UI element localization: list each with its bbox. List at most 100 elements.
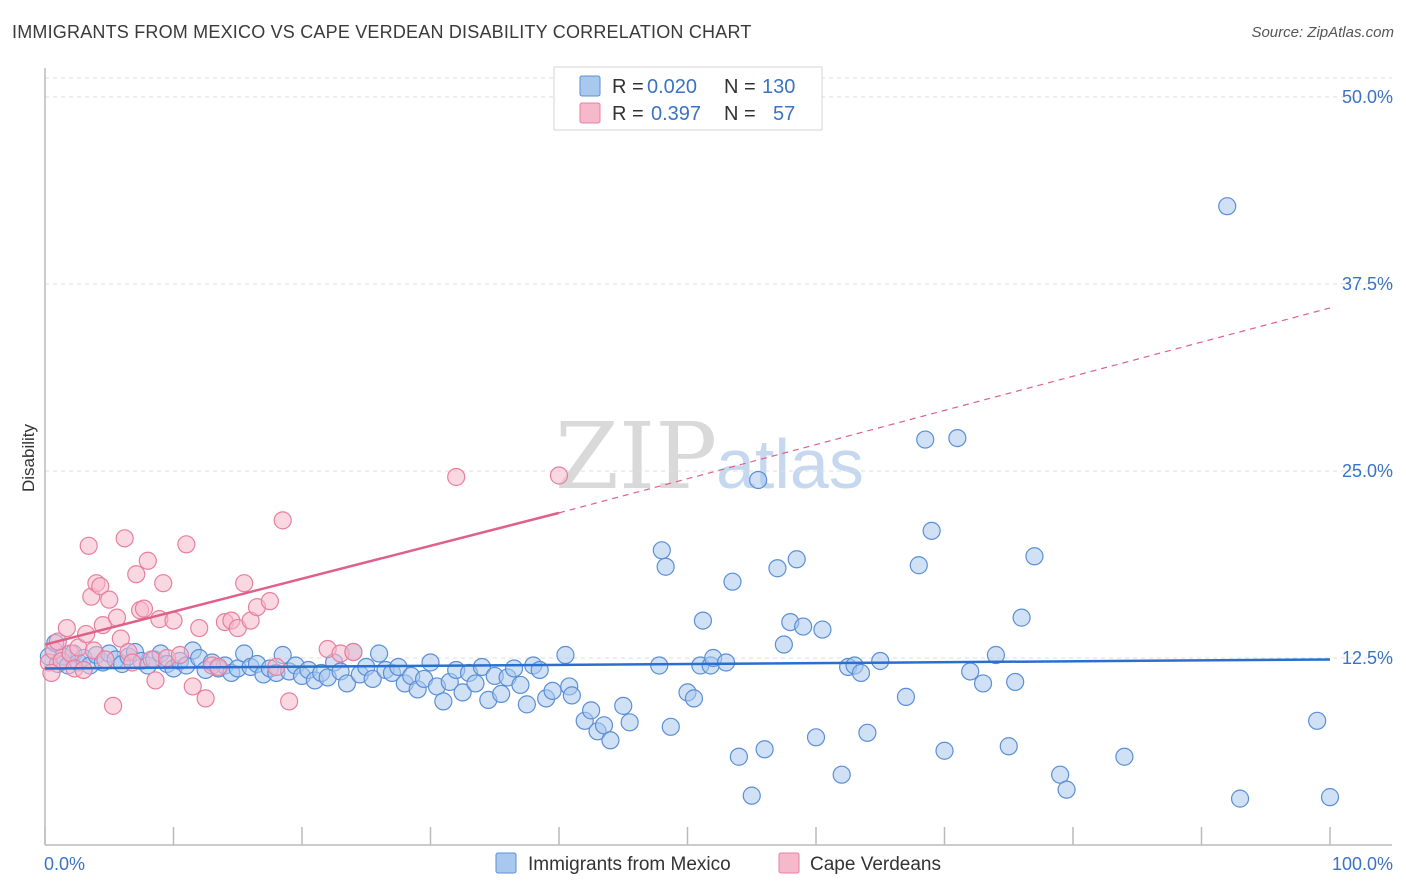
data-point (1025, 547, 1044, 566)
data-point (115, 529, 134, 548)
watermark-zip: ZIP (555, 403, 717, 510)
data-point (100, 590, 119, 609)
legend-n-value-blue: 130 (762, 76, 795, 98)
trend-lines (44, 307, 1331, 670)
data-point (896, 687, 916, 706)
data-point (813, 620, 832, 639)
data-point (922, 521, 941, 540)
data-point (742, 786, 761, 805)
bottom-legend-swatch-blue (495, 852, 517, 874)
y-tick-label: 50.0% (1342, 87, 1393, 107)
x-tick-label: 0.0% (44, 854, 85, 874)
y-tick-label: 37.5% (1342, 274, 1393, 294)
data-point (916, 430, 935, 449)
source-attribution: Source: ZipAtlas.com (1251, 24, 1394, 41)
bottom-legend-swatch-pink (778, 852, 800, 874)
data-point (190, 618, 209, 638)
data-point (774, 635, 793, 654)
data-point (661, 717, 680, 736)
data-point (656, 557, 675, 576)
data-point (582, 701, 601, 720)
data-point (650, 656, 669, 675)
data-point (370, 644, 389, 663)
data-point (74, 660, 93, 680)
data-point (935, 741, 954, 760)
data-point (1218, 197, 1237, 216)
legend-swatch-blue (579, 75, 601, 97)
data-point (543, 681, 562, 701)
data-point (723, 572, 742, 591)
legend: R = 0.020 N = 130 R = 0.397 N = 57 (553, 66, 823, 131)
data-point (96, 650, 115, 669)
data-point (453, 683, 472, 702)
data-point (594, 716, 614, 735)
data-point (344, 642, 363, 662)
data-point (164, 611, 183, 630)
data-point (986, 645, 1006, 665)
data-point (909, 556, 928, 575)
data-point (1006, 672, 1025, 692)
data-point (504, 659, 524, 678)
legend-n-label-pink: N = (724, 103, 756, 125)
data-point (948, 428, 967, 448)
data-point (1230, 789, 1250, 808)
data-point (91, 577, 110, 596)
legend-r-label-pink: R = (612, 103, 644, 125)
data-point (851, 663, 871, 683)
data-point (134, 599, 154, 618)
data-point (601, 731, 620, 750)
data-point (434, 692, 453, 711)
data-point (1051, 765, 1070, 784)
data-point (183, 677, 202, 696)
data-point (620, 713, 639, 732)
data-point (170, 645, 190, 665)
data-point (755, 740, 774, 759)
data-point (57, 618, 76, 638)
data-point (1012, 608, 1031, 627)
data-point (146, 671, 165, 690)
data-point (729, 747, 749, 766)
data-point (177, 535, 196, 554)
data-point (511, 675, 530, 695)
legend-r-value-pink: 0.397 (651, 103, 701, 125)
legend-r-value-blue: 0.020 (647, 76, 697, 98)
legend-swatch-pink (579, 102, 601, 124)
data-point (447, 467, 466, 487)
data-point (794, 617, 813, 636)
grid (45, 77, 1392, 659)
data-point (127, 565, 146, 584)
data-point (154, 574, 173, 593)
data-point (549, 466, 569, 485)
legend-n-label-blue: N = (724, 76, 756, 98)
data-point (1320, 788, 1340, 807)
data-point (871, 651, 890, 671)
data-point (111, 629, 130, 648)
data-point (280, 692, 299, 711)
data-point (693, 611, 713, 630)
data-point (260, 592, 279, 611)
data-point (466, 674, 485, 693)
legend-n-value-pink: 57 (773, 103, 795, 125)
data-point (768, 559, 787, 578)
x-tick-labels: 0.0% 100.0% (44, 854, 1393, 874)
data-point (556, 645, 575, 665)
trend-line-cape-verdeans-extension (558, 307, 1331, 514)
data-point (832, 765, 851, 784)
data-point (858, 723, 877, 742)
data-point (42, 663, 61, 683)
data-point (142, 650, 161, 669)
data-point (684, 689, 704, 708)
bottom-legend: Immigrants from Mexico Cape Verdeans (495, 852, 941, 875)
legend-r-label-blue: R = (612, 76, 644, 98)
data-point (562, 686, 581, 705)
data-point (363, 669, 382, 689)
data-point (138, 551, 157, 570)
trend-line-cape-verdeans (44, 511, 560, 646)
data-point (337, 674, 357, 693)
data-point (973, 674, 993, 693)
data-point (1115, 747, 1134, 766)
data-point (999, 737, 1018, 756)
y-tick-label: 12.5% (1342, 648, 1393, 668)
y-tick-labels: 12.5% 25.0% 37.5% 50.0% (1342, 87, 1393, 668)
